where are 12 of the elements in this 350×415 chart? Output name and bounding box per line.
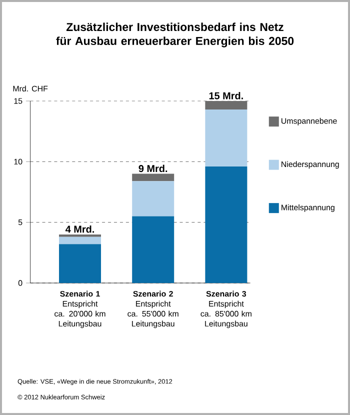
chart-title: Zusätzlicher Investitionsbedarf ins Netz für Ausbau erneuerbarer Energien bis 2050: [56, 22, 294, 48]
bar: [205, 101, 248, 110]
total-label: 15 Mrd.: [209, 92, 243, 100]
total-label: 9 Mrd.: [138, 164, 168, 172]
bar: [205, 166, 248, 283]
bar: [59, 236, 101, 244]
bar: [132, 181, 174, 216]
bar: [132, 216, 174, 283]
bar: [205, 109, 248, 167]
bar: [59, 244, 101, 283]
bar: [132, 174, 174, 182]
total-label: 4 Mrd.: [65, 225, 94, 233]
